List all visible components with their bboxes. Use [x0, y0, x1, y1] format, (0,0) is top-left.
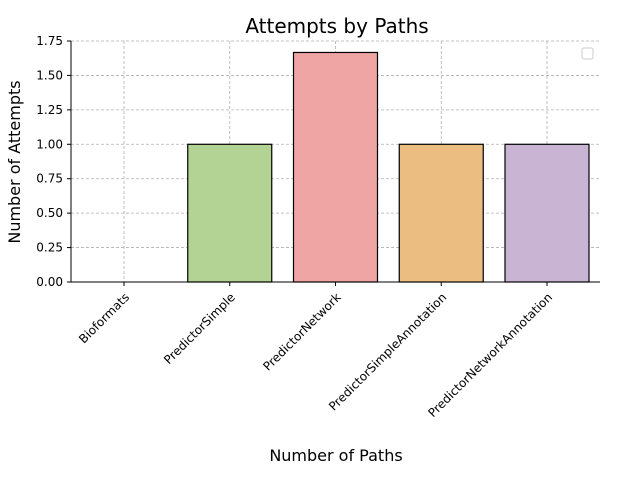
legend-box	[581, 47, 594, 60]
x-ticks: Bioformats PredictorSimple PredictorNetwor…	[76, 282, 555, 420]
y-ticks: 0.00 0.25 0.50 0.75 1.00 1.25 1.50 1.75	[36, 34, 71, 289]
y-tick-label: 1.50	[36, 68, 63, 82]
y-tick-label: 1.75	[36, 34, 63, 48]
y-tick-label: 1.25	[36, 103, 63, 117]
bar-predictorsimpleannotation	[398, 143, 484, 283]
y-tick-label: 1.00	[36, 137, 63, 151]
bar-predictornetworkannotation	[504, 143, 590, 283]
bar-predictorsimple	[187, 143, 273, 283]
y-tick-label: 0.00	[36, 275, 63, 289]
x-tick-label: PredictorSimple	[161, 290, 238, 367]
x-tick-label: PredictorNetwork	[260, 290, 343, 373]
x-axis-label: Number of Paths	[269, 446, 402, 465]
y-tick-label: 0.50	[36, 206, 63, 220]
x-tick-label: PredictorNetworkAnnotation	[425, 290, 555, 420]
x-tick-label: Bioformats	[76, 290, 132, 346]
bar-predictornetwork	[292, 51, 379, 283]
x-tick-label: PredictorSimpleAnnotation	[326, 290, 449, 413]
bars	[187, 51, 590, 283]
y-tick-label: 0.75	[36, 172, 63, 186]
chart-title: Attempts by Paths	[245, 14, 428, 38]
y-axis-label: Number of Attempts	[5, 80, 24, 243]
y-tick-label: 0.25	[36, 241, 63, 255]
